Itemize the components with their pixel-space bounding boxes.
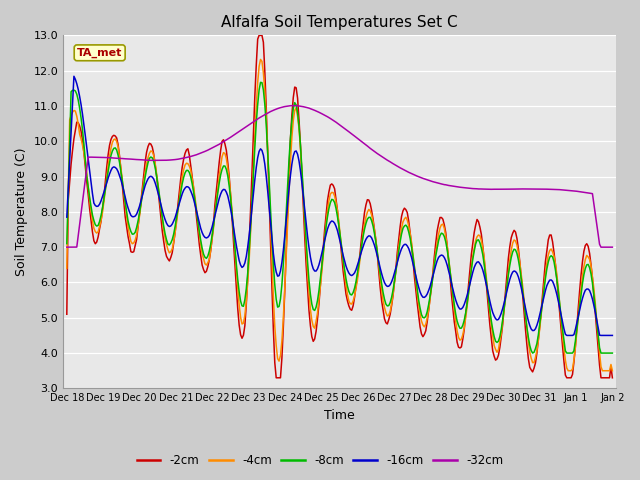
X-axis label: Time: Time <box>324 409 355 422</box>
Legend: -2cm, -4cm, -8cm, -16cm, -32cm: -2cm, -4cm, -8cm, -16cm, -32cm <box>132 449 508 472</box>
Title: Alfalfa Soil Temperatures Set C: Alfalfa Soil Temperatures Set C <box>221 15 458 30</box>
Text: TA_met: TA_met <box>77 48 122 58</box>
Y-axis label: Soil Temperature (C): Soil Temperature (C) <box>15 148 28 276</box>
